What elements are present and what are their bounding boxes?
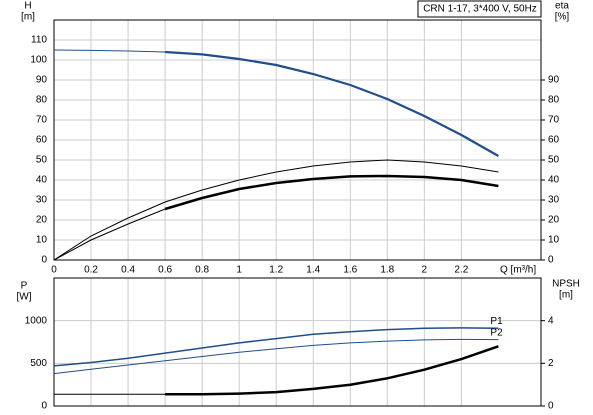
title-box — [417, 0, 542, 18]
x-axis-label: Q [m³/h] — [500, 265, 536, 276]
curve — [53, 208, 166, 261]
x-tick-label: 0.4 — [121, 265, 135, 276]
y-tick-label: 50 — [36, 155, 48, 166]
curve — [164, 174, 499, 211]
y-axis-label: H — [24, 1, 31, 12]
y-tick-label: 110 — [31, 35, 47, 46]
chart-title: CRN 1-17, 3*400 V, 50Hz — [423, 4, 537, 15]
y2-tick-label: 70 — [548, 115, 560, 126]
y-tick-label: 70 — [36, 115, 48, 126]
y-tick-label: 0 — [41, 401, 47, 412]
y2-axis-label: [%] — [555, 12, 570, 23]
curve-label: P1 — [490, 316, 503, 327]
y-tick-label: 1000 — [25, 315, 48, 326]
x-tick-label: 1.2 — [269, 265, 283, 276]
y-axis-label: P — [21, 281, 28, 292]
curve — [53, 338, 499, 375]
y2-tick-label: 40 — [548, 175, 560, 186]
x-tick-label: 0.6 — [158, 265, 172, 276]
y2-tick-label: 50 — [548, 155, 560, 166]
y2-tick-label: 4 — [548, 315, 554, 326]
x-tick-label: 1.6 — [343, 265, 357, 276]
y-tick-label: 60 — [36, 135, 48, 146]
y-tick-label: 10 — [36, 235, 48, 246]
y-tick-label: 100 — [30, 55, 47, 66]
curve — [53, 327, 499, 367]
y2-tick-label: 20 — [548, 215, 560, 226]
y-tick-label: 90 — [36, 75, 48, 86]
y-axis-label: [m] — [21, 12, 35, 23]
x-tick-label: 0.8 — [195, 265, 209, 276]
curve-label: P2 — [490, 327, 503, 338]
y2-tick-label: 2 — [548, 358, 554, 369]
x-tick-label: 2 — [422, 265, 428, 276]
x-tick-label: 0.2 — [84, 265, 98, 276]
y2-tick-label: 10 — [548, 235, 560, 246]
y2-tick-label: 90 — [548, 75, 560, 86]
curve — [165, 50, 499, 157]
y2-tick-label: 0 — [548, 255, 554, 266]
y-tick-label: 20 — [36, 215, 48, 226]
y2-tick-label: 60 — [548, 135, 560, 146]
y-axis-label: [W] — [17, 292, 32, 303]
x-tick-label: 1.4 — [306, 265, 320, 276]
x-tick-label: 1.8 — [380, 265, 394, 276]
plot-frame — [53, 277, 542, 407]
curve — [53, 49, 166, 53]
y-tick-label: 30 — [36, 195, 48, 206]
y2-axis-label: [m] — [559, 290, 573, 301]
y-tick-label: 0 — [41, 255, 47, 266]
x-tick-label: 2.2 — [454, 265, 468, 276]
y2-axis-label: NPSH — [552, 279, 580, 290]
curve — [165, 345, 499, 396]
curve — [53, 159, 499, 261]
y-tick-label: 40 — [36, 175, 48, 186]
plot-frame — [53, 19, 542, 261]
y2-tick-label: 0 — [548, 401, 554, 412]
y2-axis-label: eta — [555, 1, 569, 12]
y2-tick-label: 30 — [548, 195, 560, 206]
y-tick-label: 500 — [30, 358, 47, 369]
y-tick-label: 80 — [36, 95, 48, 106]
y2-tick-label: 80 — [548, 95, 560, 106]
x-tick-label: 0 — [51, 265, 57, 276]
x-tick-label: 1 — [236, 265, 242, 276]
